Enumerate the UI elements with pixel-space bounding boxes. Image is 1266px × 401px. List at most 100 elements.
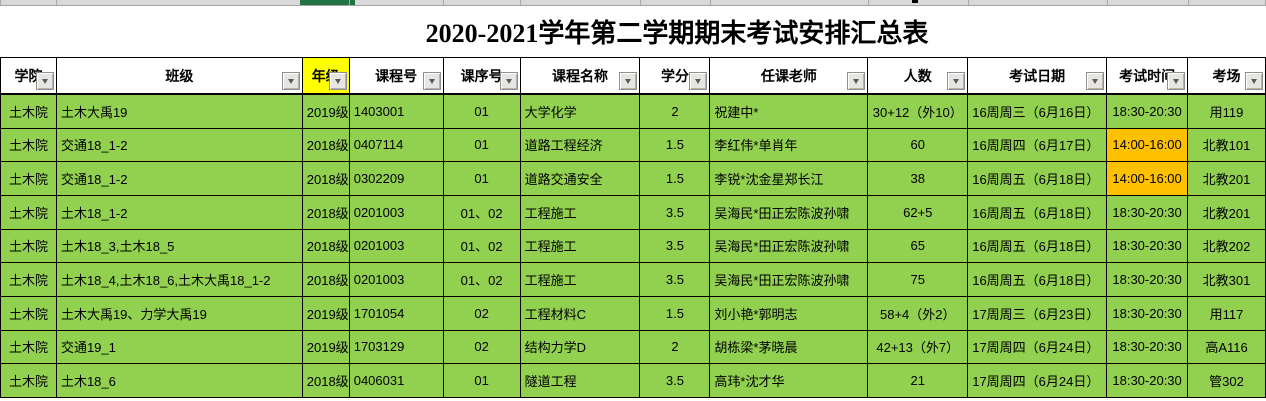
- filter-button-count[interactable]: [947, 72, 966, 90]
- cell-room[interactable]: 用119: [1188, 95, 1266, 128]
- cell-class[interactable]: 土木18_3,土木18_5: [57, 229, 303, 263]
- cell-count[interactable]: 38: [868, 162, 969, 195]
- column-header-course_no[interactable]: 课程号: [350, 58, 444, 93]
- column-header-course_seq[interactable]: 课序号: [444, 58, 521, 93]
- cell-class[interactable]: 交通18_1-2: [57, 162, 303, 195]
- cell-count[interactable]: 42+13（外7）: [868, 330, 969, 364]
- cell-course_no[interactable]: 0201003: [350, 229, 444, 263]
- cell-course_seq[interactable]: 02: [444, 296, 521, 330]
- cell-course_seq[interactable]: 01、02: [444, 263, 521, 296]
- cell-teacher[interactable]: 刘小艳*郭明志: [710, 296, 869, 330]
- cell-exam_date[interactable]: 17周周四（6月24日）: [968, 330, 1108, 364]
- filter-button-class[interactable]: [281, 72, 300, 90]
- cell-teacher[interactable]: 高玮*沈才华: [710, 364, 869, 397]
- cell-room[interactable]: 高A116: [1188, 330, 1266, 364]
- column-header-grade[interactable]: 年级: [302, 58, 350, 93]
- cell-course_no[interactable]: 0201003: [350, 263, 444, 296]
- filter-button-course_name[interactable]: [619, 72, 638, 90]
- cell-count[interactable]: 65: [868, 229, 969, 263]
- cell-class[interactable]: 土木18_4,土木18_6,土木大禹18_1-2: [57, 263, 303, 296]
- cell-class[interactable]: 土木18_1-2: [57, 195, 303, 229]
- filter-button-grade[interactable]: [328, 72, 347, 90]
- cell-count[interactable]: 30+12（外10）: [868, 95, 969, 128]
- cell-course_seq[interactable]: 01: [444, 364, 521, 397]
- cell-grade[interactable]: 2019级: [303, 330, 350, 364]
- cell-course_name[interactable]: 工程施工: [521, 263, 641, 296]
- cell-college[interactable]: 土木院: [1, 229, 57, 263]
- cell-exam_date[interactable]: 16周周三（6月16日）: [968, 95, 1108, 128]
- cell-course_name[interactable]: 工程施工: [521, 229, 641, 263]
- filter-button-college[interactable]: [35, 72, 54, 90]
- cell-credits[interactable]: 2: [640, 330, 711, 364]
- cell-course_no[interactable]: 1703129: [350, 330, 444, 364]
- cell-course_seq[interactable]: 02: [444, 330, 521, 364]
- cell-teacher[interactable]: 胡栋梁*茅晓晨: [710, 330, 869, 364]
- cell-college[interactable]: 土木院: [1, 263, 57, 296]
- cell-course_no[interactable]: 1403001: [350, 95, 444, 128]
- cell-grade[interactable]: 2019级: [303, 296, 350, 330]
- cell-course_seq[interactable]: 01: [444, 162, 521, 195]
- cell-college[interactable]: 土木院: [1, 195, 57, 229]
- cell-teacher[interactable]: 吴海民*田正宏陈波孙啸: [710, 263, 869, 296]
- cell-room[interactable]: 北教201: [1188, 162, 1266, 195]
- cell-teacher[interactable]: 李红伟*单肖年: [710, 128, 869, 162]
- cell-class[interactable]: 交通18_1-2: [57, 128, 303, 162]
- cell-college[interactable]: 土木院: [1, 364, 57, 397]
- cell-count[interactable]: 60: [868, 128, 969, 162]
- cell-room[interactable]: 北教301: [1188, 263, 1266, 296]
- column-header-class[interactable]: 班级: [57, 58, 303, 93]
- column-header-college[interactable]: 学院: [1, 58, 57, 93]
- cell-credits[interactable]: 2: [640, 95, 711, 128]
- cell-class[interactable]: 土木大禹19: [57, 95, 303, 128]
- cell-room[interactable]: 管302: [1188, 364, 1266, 397]
- cell-exam_date[interactable]: 16周周五（6月18日）: [968, 195, 1108, 229]
- column-header-course_name[interactable]: 课程名称: [521, 58, 641, 93]
- cell-course_no[interactable]: 0201003: [350, 195, 444, 229]
- cell-credits[interactable]: 3.5: [640, 229, 711, 263]
- cell-course_seq[interactable]: 01: [444, 128, 521, 162]
- cell-course_seq[interactable]: 01、02: [444, 229, 521, 263]
- cell-teacher[interactable]: 吴海民*田正宏陈波孙啸: [710, 229, 869, 263]
- cell-exam_date[interactable]: 17周周三（6月23日）: [968, 296, 1108, 330]
- cell-exam_time[interactable]: 14:00-16:00: [1107, 128, 1189, 162]
- cell-exam_time[interactable]: 14:00-16:00: [1107, 162, 1189, 195]
- cell-exam_date[interactable]: 16周周四（6月17日）: [968, 128, 1108, 162]
- cell-course_seq[interactable]: 01、02: [444, 195, 521, 229]
- cell-count[interactable]: 62+5: [868, 195, 969, 229]
- filter-button-room[interactable]: [1244, 72, 1263, 90]
- cell-exam_date[interactable]: 16周周五（6月18日）: [968, 229, 1108, 263]
- cell-room[interactable]: 北教101: [1188, 128, 1266, 162]
- cell-exam_time[interactable]: 18:30-20:30: [1107, 330, 1189, 364]
- filter-button-credits[interactable]: [689, 72, 708, 90]
- column-header-teacher[interactable]: 任课老师: [710, 58, 869, 93]
- cell-college[interactable]: 土木院: [1, 162, 57, 195]
- cell-room[interactable]: 北教202: [1188, 229, 1266, 263]
- filter-button-course_seq[interactable]: [499, 72, 518, 90]
- cell-room[interactable]: 北教201: [1188, 195, 1266, 229]
- cell-exam_time[interactable]: 18:30-20:30: [1107, 95, 1189, 128]
- cell-exam_date[interactable]: 16周周五（6月18日）: [968, 162, 1108, 195]
- cell-room[interactable]: 用117: [1188, 296, 1266, 330]
- cell-college[interactable]: 土木院: [1, 330, 57, 364]
- cell-grade[interactable]: 2018级: [303, 195, 350, 229]
- cell-course_name[interactable]: 大学化学: [521, 95, 641, 128]
- cell-exam_time[interactable]: 18:30-20:30: [1107, 296, 1189, 330]
- cell-grade[interactable]: 2019级: [303, 95, 350, 128]
- cell-college[interactable]: 土木院: [1, 95, 57, 128]
- cell-exam_time[interactable]: 18:30-20:30: [1107, 195, 1189, 229]
- cell-class[interactable]: 土木18_6: [57, 364, 303, 397]
- cell-course_seq[interactable]: 01: [444, 95, 521, 128]
- cell-count[interactable]: 58+4（外2）: [868, 296, 969, 330]
- cell-exam_date[interactable]: 16周周五（6月18日）: [968, 263, 1108, 296]
- filter-button-course_no[interactable]: [422, 72, 441, 90]
- cell-exam_time[interactable]: 18:30-20:30: [1107, 229, 1189, 263]
- cell-course_name[interactable]: 工程材料C: [521, 296, 641, 330]
- cell-credits[interactable]: 3.5: [640, 195, 711, 229]
- column-header-count[interactable]: 人数: [868, 58, 969, 93]
- cell-teacher[interactable]: 吴海民*田正宏陈波孙啸: [710, 195, 869, 229]
- cell-college[interactable]: 土木院: [1, 296, 57, 330]
- filter-button-teacher[interactable]: [847, 72, 866, 90]
- cell-credits[interactable]: 3.5: [640, 364, 711, 397]
- cell-course_name[interactable]: 道路交通安全: [521, 162, 641, 195]
- cell-grade[interactable]: 2018级: [303, 162, 350, 195]
